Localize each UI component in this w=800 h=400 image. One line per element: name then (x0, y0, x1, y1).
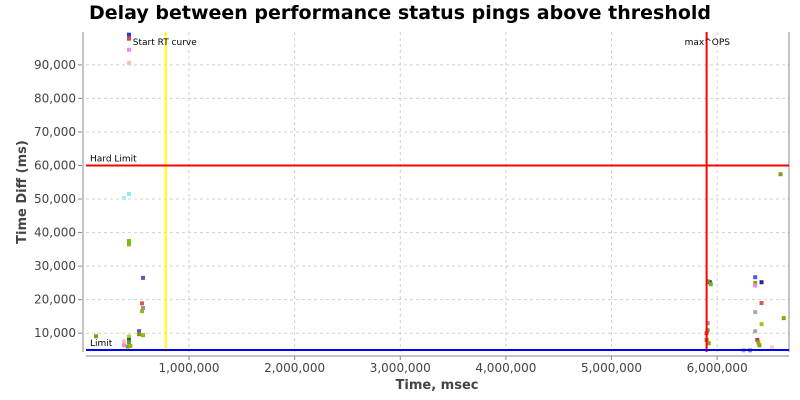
threshold-label: Limit (90, 339, 113, 349)
y-tick-label: 10,000 (34, 326, 76, 340)
data-point (759, 280, 764, 285)
x-tick-label: 3,000,000 (370, 361, 431, 375)
data-point (126, 238, 131, 243)
y-tick-label: 20,000 (34, 293, 76, 307)
data-point (137, 329, 142, 334)
data-point (121, 339, 126, 344)
data-point (781, 316, 786, 321)
data-point (753, 280, 758, 285)
x-tick-label: 4,000,000 (475, 361, 536, 375)
y-tick-label: 40,000 (34, 226, 76, 240)
data-point (126, 334, 131, 339)
data-point (706, 341, 711, 346)
y-tick-label: 70,000 (34, 125, 76, 139)
data-point (126, 60, 131, 65)
data-point (141, 275, 146, 280)
y-axis-label: Time Diff (ms) (15, 140, 30, 244)
data-point (770, 345, 775, 350)
data-point (137, 332, 142, 337)
data-point (125, 344, 130, 349)
data-point (708, 282, 713, 287)
data-point (141, 306, 146, 311)
y-tick-label: 60,000 (34, 159, 76, 173)
data-point (757, 343, 762, 348)
data-point (126, 36, 131, 41)
x-axis-label: Time, msec (396, 378, 479, 393)
data-point (759, 322, 764, 327)
data-point (753, 283, 758, 288)
data-point (705, 321, 710, 326)
data-point (141, 333, 146, 338)
x-tick-label: 6,000,000 (687, 361, 748, 375)
data-point (705, 328, 710, 333)
data-point (121, 343, 126, 348)
data-point (705, 279, 710, 284)
data-point (139, 301, 144, 306)
data-point (753, 310, 758, 315)
y-tick-label: 50,000 (34, 192, 76, 206)
data-point (121, 196, 126, 201)
data-point (126, 340, 131, 345)
data-point (756, 340, 761, 345)
x-tick-label: 1,000,000 (158, 361, 219, 375)
data-point (759, 301, 764, 306)
x-tick-label: 2,000,000 (264, 361, 325, 375)
data-point (778, 172, 783, 177)
data-point (126, 47, 131, 52)
y-tick-label: 80,000 (34, 91, 76, 105)
data-point (126, 337, 131, 342)
data-point (126, 192, 131, 197)
y-tick-label: 30,000 (34, 259, 76, 273)
chart-title: Delay between performance status pings a… (88, 2, 712, 24)
x-tick-label: 5,000,000 (581, 361, 642, 375)
data-point (755, 337, 760, 342)
threshold-label: Hard Limit (90, 155, 137, 165)
data-point (753, 329, 758, 334)
data-point (139, 309, 144, 314)
data-point (126, 242, 131, 247)
y-tick-label: 90,000 (34, 58, 76, 72)
marker-label: max^OPS (685, 38, 731, 48)
data-point (126, 32, 131, 37)
data-point (94, 334, 99, 339)
plot-area (86, 32, 789, 352)
data-point (707, 280, 712, 285)
data-point (753, 275, 758, 280)
data-point (128, 343, 133, 348)
marker-label: Start RT curve (133, 38, 197, 48)
